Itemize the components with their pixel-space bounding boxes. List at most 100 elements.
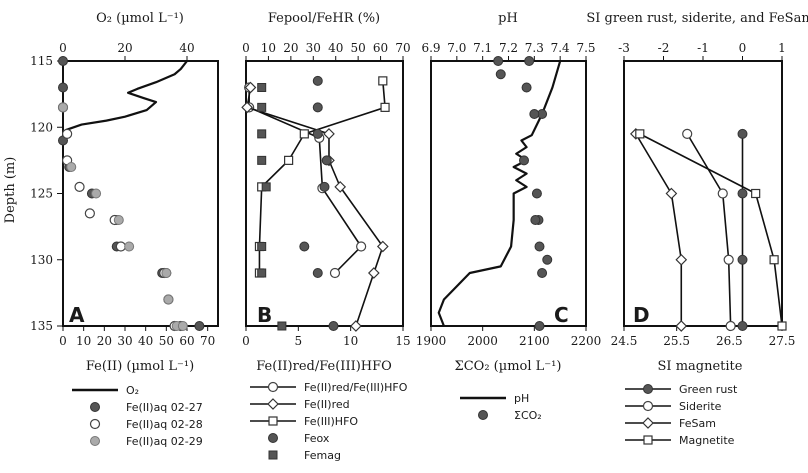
bottom-tick-label-3: 15 [395,334,410,348]
series-1-line [686,133,732,327]
panel-C-letter: C [554,303,569,327]
bottom-tick-label-0: 24.5 [611,334,638,348]
series-1-point-0 [58,56,68,66]
panel-A-frame [62,60,219,327]
series-2-point-0 [378,76,388,86]
bottom-tick-label-4: 40 [138,334,153,348]
panel-B-bottom-axis-label: Fe(II)red/Fe(III)HFO [256,359,392,374]
series-3-point-2 [91,188,102,199]
panel-A-marks [57,56,205,332]
bottom-tick-label-0: 1900 [416,334,447,348]
series-2-point-1 [380,102,390,112]
series-3-point-6 [163,294,174,305]
legend-panel-B: Fe(II)red/Fe(III)HFO Fe(II)red Fe(III)HFO F… [250,381,408,462]
series-1-point-4 [334,181,347,193]
legend-1-marker [90,402,100,412]
legend-1-marker [267,398,279,410]
panel-A-y-ticks: 115 120 125 130 135 [30,54,63,333]
series-2-point-4 [84,208,95,219]
series-2-point-3 [675,320,688,332]
top-tick-label-4: 1 [778,41,786,55]
series-4-point-5 [257,242,267,251]
series-3-point-4 [319,181,330,192]
series-4-point-2 [257,129,267,139]
panel-C-top-axis-label: pH [498,11,518,26]
top-tick-label-2: 20 [283,41,298,55]
series-2-point-2 [675,253,688,266]
series-2-point-3 [284,155,294,165]
series-3-point-7 [328,321,339,331]
bottom-tick-label-2: 2100 [519,334,550,348]
legend-3-marker [643,435,653,445]
panel-A: 115 120 125 130 135 0 20 40 0 10 20 30 40 50 60 70 O₂… [30,11,219,374]
series-4-point-4 [261,182,271,192]
panel-C: 6.9 7.0 7.1 7.2 7.3 7.4 7.5 1900 2000 2100 2200 p… [416,11,602,374]
legend-2-label: Fe(II)aq 02-28 [126,418,203,431]
legend-3-label: Fe(II)aq 02-29 [126,435,203,448]
top-tick-label-2: 7.1 [473,41,492,55]
series-3-point-2 [769,255,779,265]
bottom-tick-label-2: 10 [343,334,358,348]
series-3-point-5 [299,241,310,252]
series-1-point-9 [530,215,541,225]
series-3-line [639,133,783,327]
top-tick-label-1: 20 [117,41,132,55]
series-2-point-3 [74,181,85,192]
series-3-point-4 [124,241,135,252]
series-0-line [62,60,188,136]
top-tick-label-2: 40 [179,41,194,55]
y-tick-label-3: 130 [30,253,53,267]
series-3-point-1 [312,102,323,113]
legend-2-label: FeSam [679,417,716,430]
legend-2-label: Fe(III)HFO [304,415,358,428]
legend-0-label: Fe(II)red/Fe(III)HFO [304,381,408,394]
panel-D-marks [630,128,787,332]
series-1-point-7 [531,188,542,199]
top-tick-label-7: 70 [395,41,410,55]
bottom-tick-label-1: 5 [295,334,303,348]
series-0-point-4 [356,241,367,252]
legend-1-marker [478,410,488,420]
y-tick-label-1: 120 [30,120,53,134]
top-tick-label-1: 7.0 [447,41,466,55]
series-1-point-9 [194,321,205,331]
y-tick-label-4: 135 [30,319,53,333]
bottom-tick-label-1: 10 [76,334,91,348]
legend-1-label: Siderite [679,400,722,413]
series-4-point-7 [277,321,287,331]
series-3-point-8 [177,321,188,331]
series-0-point-2 [737,254,748,265]
series-3-point-3 [113,215,124,225]
legend-2-marker [89,418,101,430]
legend-0-marker [267,381,279,393]
top-tick-label-3: 30 [306,41,321,55]
legend-4-label: Femag [304,449,341,462]
series-3-point-0 [312,75,323,86]
legend-4-marker [268,450,278,460]
top-tick-label-4: 40 [328,41,343,55]
series-1-point-7 [350,320,362,332]
series-3-point-0 [58,102,68,113]
panel-D: -3 -2 -1 0 1 24.5 25.5 26.5 27.5 SI green rust,… [586,11,808,374]
panel-A-bottom-ticks: 0 10 20 30 40 50 60 70 [59,326,215,348]
bottom-tick-label-1: 25.5 [663,334,690,348]
panel-D-letter: D [633,303,650,327]
series-1-point-1 [495,69,506,80]
series-3-point-3 [321,155,332,166]
legend-0-label: Green rust [679,383,738,396]
bottom-tick-label-3: 2200 [571,334,602,348]
legend-1-label: Fe(II)red [304,398,350,411]
panel-C-bottom-ticks: 1900 2000 2100 2200 [416,326,602,348]
series-1-point-13 [534,321,545,331]
legend-3-marker [90,436,100,446]
series-0-point-1 [737,188,748,199]
bottom-tick-label-5: 50 [159,334,174,348]
top-tick-label-3: 0 [739,41,747,55]
series-1-point-2 [723,254,734,265]
legend-panel-D: Green rust Siderite FeSam Magnetite [625,383,738,447]
series-3-point-1 [751,188,761,199]
bottom-tick-label-1: 2000 [467,334,498,348]
series-0-point-5 [329,267,341,279]
series-1-point-12 [537,268,548,278]
